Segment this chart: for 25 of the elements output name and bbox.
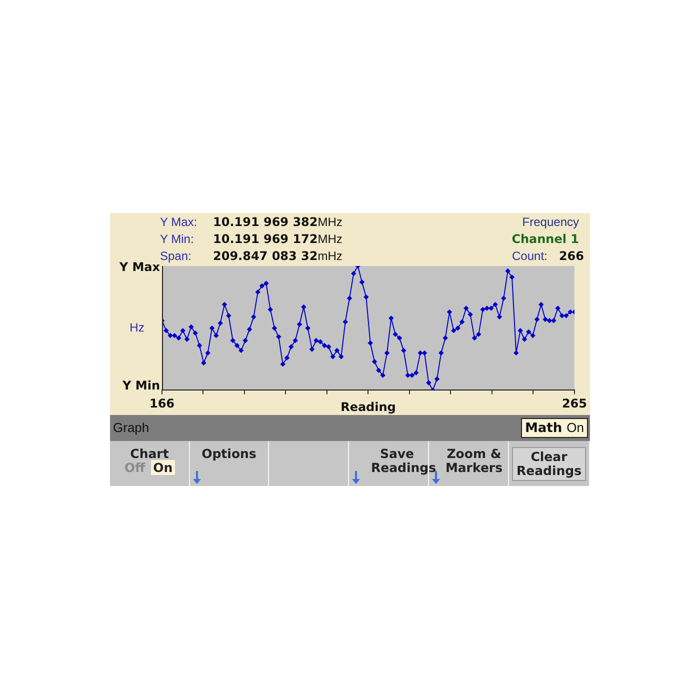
text: Math On: [520, 418, 588, 438]
text: 10.191 969 172MHz: [213, 232, 342, 246]
y-axis-title: Hz: [130, 320, 144, 334]
text: 10.191 969 382MHz: [213, 215, 342, 229]
text: On: [151, 460, 175, 475]
text: Y Max:: [160, 215, 198, 229]
x-axis-title: Reading: [340, 400, 396, 414]
x-tick-label: 166: [149, 396, 175, 411]
text: Clear Readings: [512, 447, 586, 481]
text: Zoom & Markers: [444, 446, 504, 475]
text: Off: [124, 460, 146, 475]
text: Y Min:: [160, 232, 194, 246]
text: Channel 1: [512, 232, 579, 246]
text: Options: [200, 446, 258, 461]
text: Graph: [113, 420, 150, 435]
text: Span:: [160, 249, 192, 263]
text: 209.847 083 32mHz: [213, 249, 342, 263]
text: Count:: [512, 249, 548, 263]
text: Frequency: [522, 215, 579, 229]
text: Save Readings: [371, 446, 436, 475]
text: 266: [558, 249, 584, 263]
text: Y Max: [118, 260, 160, 274]
x-tick-label: 265: [562, 396, 588, 411]
text: Chart: [129, 446, 170, 461]
text: Y Min: [122, 378, 160, 392]
